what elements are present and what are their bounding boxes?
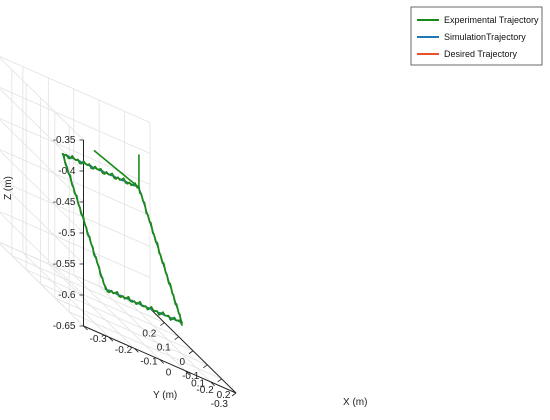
x-tick-label: -0.3 [90,334,108,345]
grid-line-floor-y [54,297,208,366]
series [61,149,183,326]
y-tick-mark [174,336,179,340]
y-tick-label: -0.1 [182,371,200,382]
z-tick-label: -0.45 [53,197,76,208]
z-axis-label: Z (m) [3,176,14,200]
y-tick-label: -0.2 [196,385,214,396]
legend: Experimental Trajectory SimulationTrajec… [410,6,543,66]
z-tick-label: -0.65 [53,321,76,332]
grid-line-sidewall-z [0,119,84,203]
z-tick-label: -0.6 [58,290,76,301]
grid-line-backwall-z [0,211,151,278]
z-tick-label: -0.35 [53,135,76,146]
x-tick-mark [210,381,215,387]
x-tick-mark [159,359,165,364]
grid-line-backwall-z [0,118,151,185]
x-axis-label: X (m) [343,397,367,408]
x-tick-mark [83,325,88,331]
x-tick-label: 0 [166,368,172,379]
y-tick-mark [203,364,208,369]
grid-line-backwall-z [0,87,151,154]
x-tick-label: 0.2 [217,390,231,401]
y-tick-mark [160,322,165,326]
frame-axis-x [93,149,140,189]
grid-line-sidewall-z [0,57,84,141]
y-tick-label: 0.1 [157,343,171,354]
grid-line-backwall-z [0,149,151,216]
grid [0,56,237,394]
y-axis-label: Y (m) [153,390,177,401]
x-tick-mark [134,348,139,353]
x-tick-label: 0.1 [191,379,205,390]
data-point [104,288,107,291]
y-tick-label: 0 [179,357,185,368]
x-tick-mark [108,336,114,342]
series-experimental-line [61,153,183,326]
tick-labels: -0.3-0.2-0.100.10.2-0.3-0.2-0.100.10.2-0… [53,135,237,410]
data-point [61,153,64,155]
y-tick-label: 0.2 [142,329,156,340]
x-tick-label: -0.2 [115,345,133,356]
grid-line-floor-y [11,255,165,323]
y-tick-mark [217,378,222,383]
y-tick-mark [188,350,194,355]
x-tick-mark [184,370,190,375]
z-tick-label: -0.5 [58,228,76,239]
grid-line-floor-y [40,283,194,352]
grid-line-sidewall-z [0,150,84,234]
grid-line-floor-y [69,311,222,380]
z-tick-label: -0.55 [53,259,76,270]
grid-line-sidewall-z [0,243,84,327]
grid-line-floor-y [26,269,179,338]
data-point [181,321,183,324]
y-tick-mark [231,392,237,397]
grid-line-sidewall-z [0,181,84,265]
legend-label-simulation: SimulationTrajectory [444,32,526,42]
grid-line-backwall-z [0,56,151,123]
grid-line-backwall-z [0,180,151,247]
legend-label-experimental: Experimental Trajectory [444,15,539,25]
legend-label-desired: Desired Trajectory [444,49,518,59]
y-tick-label: -0.3 [211,399,229,410]
x-tick-label: -0.1 [140,356,158,367]
grid-line-sidewall-z [0,212,84,296]
